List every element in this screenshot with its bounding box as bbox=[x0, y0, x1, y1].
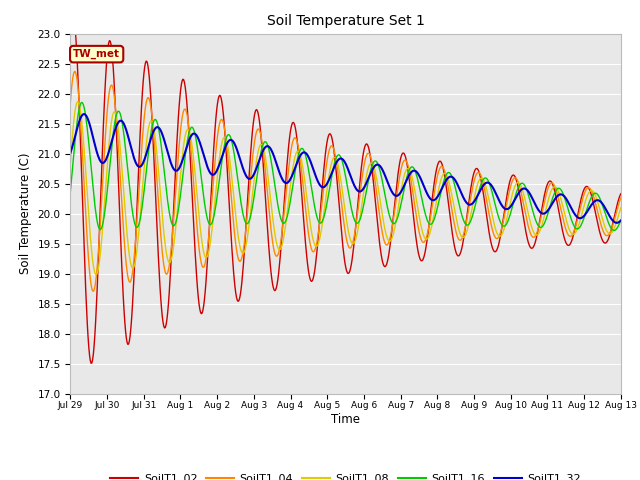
SoilT1_02 bbox=[77, 157, 85, 163]
SoilT1_32 bbox=[190, 131, 198, 136]
SoilT1_32 bbox=[67, 150, 74, 156]
SoilT1_04 bbox=[430, 192, 438, 197]
Line: SoilT1_04: SoilT1_04 bbox=[70, 72, 621, 291]
SoilT1_02 bbox=[430, 181, 438, 187]
SoilT1_04 bbox=[617, 195, 625, 201]
Line: SoilT1_08: SoilT1_08 bbox=[70, 102, 621, 275]
SoilT1_16 bbox=[429, 218, 437, 224]
Line: SoilT1_32: SoilT1_32 bbox=[70, 114, 621, 223]
SoilT1_32 bbox=[219, 152, 227, 157]
SoilT1_16 bbox=[190, 127, 198, 132]
SoilT1_32 bbox=[613, 220, 621, 226]
Line: SoilT1_02: SoilT1_02 bbox=[70, 18, 621, 363]
SoilT1_16 bbox=[610, 228, 618, 233]
Line: SoilT1_16: SoilT1_16 bbox=[70, 102, 621, 230]
SoilT1_16 bbox=[67, 189, 74, 194]
SoilT1_04 bbox=[77, 128, 85, 133]
SoilT1_32 bbox=[81, 111, 88, 117]
SoilT1_32 bbox=[617, 218, 625, 224]
SoilT1_02 bbox=[87, 360, 95, 366]
SoilT1_16 bbox=[617, 217, 625, 223]
Text: TW_met: TW_met bbox=[73, 49, 120, 59]
Legend: SoilT1_02, SoilT1_04, SoilT1_08, SoilT1_16, SoilT1_32: SoilT1_02, SoilT1_04, SoilT1_08, SoilT1_… bbox=[106, 469, 585, 480]
SoilT1_04 bbox=[191, 191, 198, 197]
SoilT1_04 bbox=[220, 120, 227, 126]
SoilT1_08 bbox=[67, 160, 74, 166]
SoilT1_16 bbox=[134, 224, 141, 230]
SoilT1_16 bbox=[219, 152, 227, 158]
SoilT1_16 bbox=[413, 175, 421, 180]
SoilT1_04 bbox=[134, 194, 142, 200]
Title: Soil Temperature Set 1: Soil Temperature Set 1 bbox=[267, 14, 424, 28]
SoilT1_04 bbox=[90, 288, 97, 294]
SoilT1_02 bbox=[220, 113, 227, 119]
SoilT1_08 bbox=[134, 232, 142, 238]
SoilT1_02 bbox=[414, 248, 422, 253]
SoilT1_02 bbox=[617, 191, 625, 197]
SoilT1_08 bbox=[414, 206, 422, 212]
SoilT1_02 bbox=[69, 15, 77, 21]
SoilT1_08 bbox=[220, 135, 227, 141]
SoilT1_02 bbox=[67, 32, 74, 38]
SoilT1_08 bbox=[77, 113, 85, 119]
SoilT1_04 bbox=[71, 69, 79, 74]
SoilT1_32 bbox=[77, 116, 84, 121]
SoilT1_04 bbox=[67, 99, 74, 105]
SoilT1_02 bbox=[191, 237, 198, 242]
SoilT1_02 bbox=[134, 167, 142, 173]
X-axis label: Time: Time bbox=[331, 413, 360, 426]
SoilT1_32 bbox=[413, 169, 421, 175]
SoilT1_16 bbox=[78, 99, 86, 105]
SoilT1_16 bbox=[77, 101, 84, 107]
SoilT1_32 bbox=[429, 197, 437, 203]
SoilT1_32 bbox=[134, 163, 141, 169]
SoilT1_08 bbox=[617, 205, 625, 211]
SoilT1_08 bbox=[191, 164, 198, 169]
SoilT1_08 bbox=[74, 99, 82, 105]
Y-axis label: Soil Temperature (C): Soil Temperature (C) bbox=[19, 153, 32, 275]
SoilT1_08 bbox=[430, 211, 438, 217]
SoilT1_08 bbox=[93, 272, 100, 277]
SoilT1_04 bbox=[414, 223, 422, 229]
